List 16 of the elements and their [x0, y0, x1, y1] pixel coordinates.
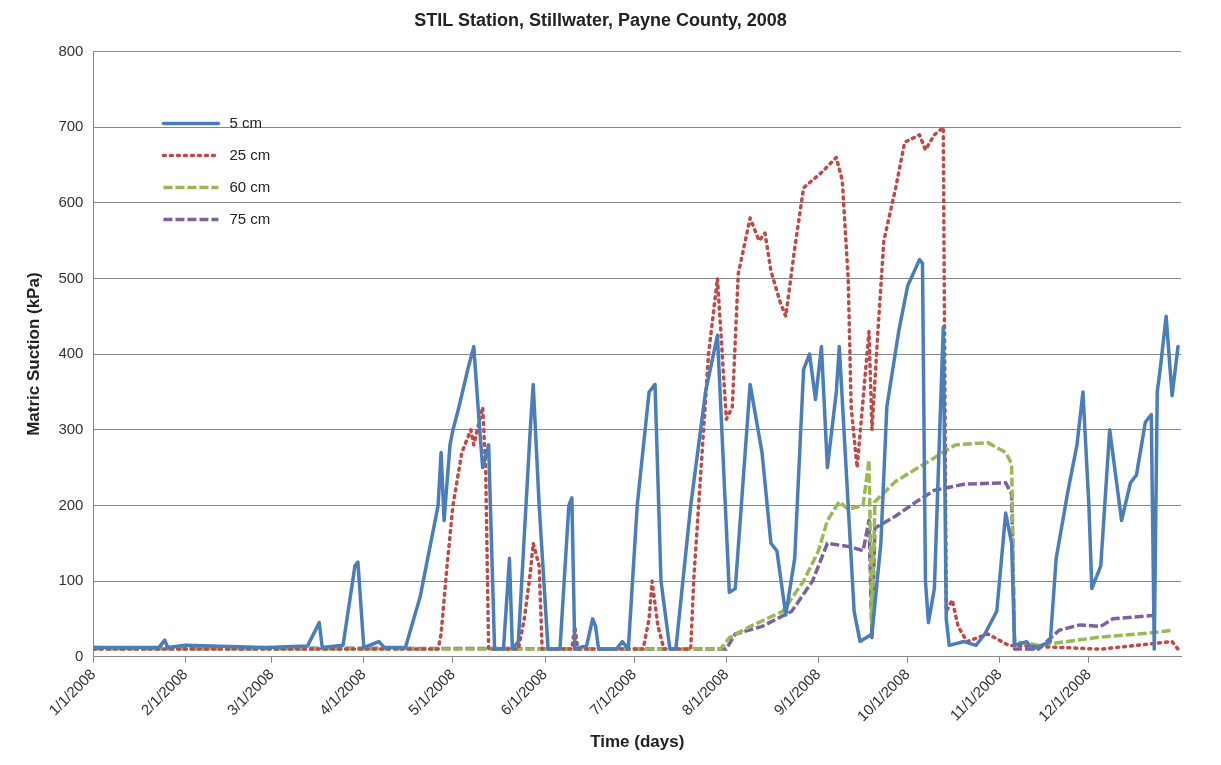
legend-label: 60 cm	[229, 177, 271, 195]
chart-title: STIL Station, Stillwater, Payne County, 2008	[414, 9, 787, 30]
legend-label: 75 cm	[229, 209, 271, 227]
x-axis-title: Time (days)	[590, 732, 685, 752]
legend-label: 5 cm	[229, 113, 262, 131]
y-axis-title: Matric Suction (kPa)	[23, 272, 43, 436]
y-tick-label: 100	[58, 571, 84, 589]
y-tick-label: 800	[58, 41, 84, 59]
y-tick-label: 0	[75, 646, 84, 664]
y-tick-label: 700	[58, 117, 84, 135]
y-tick-label: 500	[58, 268, 84, 286]
y-tick-label: 200	[58, 495, 84, 513]
y-tick-label: 300	[58, 419, 84, 437]
y-tick-label: 400	[58, 344, 84, 362]
y-tick-label: 600	[58, 193, 84, 211]
legend-label: 25 cm	[229, 145, 271, 163]
